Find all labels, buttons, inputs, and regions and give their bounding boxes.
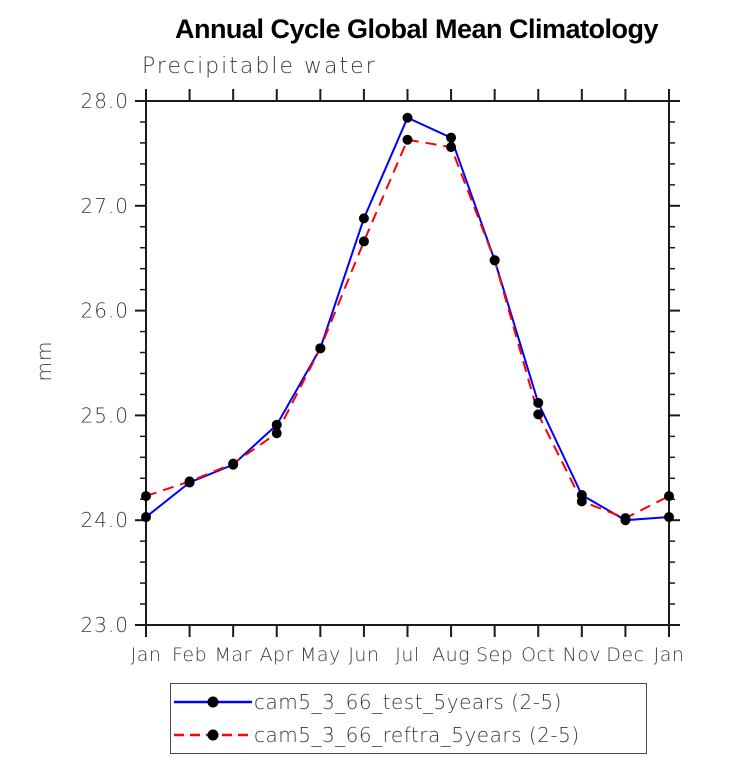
legend-label-test: cam5_3_66_test_5years (2-5) xyxy=(254,690,562,714)
legend-sample-line-reftra-icon xyxy=(174,729,252,741)
legend: cam5_3_66_test_5years (2-5) cam5_3_66_re… xyxy=(170,683,647,754)
svg-text:Jun: Jun xyxy=(348,644,379,666)
x-axis-ticks xyxy=(145,89,670,637)
chart-title: Annual Cycle Global Mean Climatology xyxy=(174,14,659,44)
svg-text:27.0: 27.0 xyxy=(80,194,129,218)
legend-row-test: cam5_3_66_test_5years (2-5) xyxy=(174,686,646,719)
svg-text:Dec: Dec xyxy=(606,644,644,666)
svg-text:May: May xyxy=(300,644,341,666)
svg-text:Jan: Jan xyxy=(131,644,162,666)
legend-label-reftra: cam5_3_66_reftra_5years (2-5) xyxy=(254,723,580,747)
svg-text:28.0: 28.0 xyxy=(80,89,129,113)
svg-text:Apr: Apr xyxy=(260,644,294,666)
plot-frame xyxy=(145,100,670,626)
svg-text:Jul: Jul xyxy=(395,644,419,666)
svg-text:Jan: Jan xyxy=(654,644,685,666)
svg-text:Aug: Aug xyxy=(432,644,470,666)
legend-sample-line-test-icon xyxy=(174,696,252,708)
chart-subtitle: Precipitable water xyxy=(142,54,377,79)
svg-text:24.0: 24.0 xyxy=(80,508,129,532)
svg-text:Feb: Feb xyxy=(172,644,207,666)
series-line-0 xyxy=(145,116,670,522)
svg-text:26.0: 26.0 xyxy=(80,299,129,323)
series-line-1 xyxy=(145,138,670,520)
svg-text:Oct: Oct xyxy=(521,644,555,666)
y-axis-ticks xyxy=(135,100,680,626)
x-axis-labels: Jan Feb Mar Apr May Jun Jul Aug Sep Oct Nov Dec Jan xyxy=(131,644,685,666)
svg-text:25.0: 25.0 xyxy=(80,403,129,427)
svg-text:Nov: Nov xyxy=(563,644,602,666)
series-markers-0 xyxy=(141,112,674,526)
svg-text:23.0: 23.0 xyxy=(80,613,129,637)
svg-text:Sep: Sep xyxy=(476,644,513,666)
svg-text:Mar: Mar xyxy=(214,644,251,666)
legend-row-reftra: cam5_3_66_reftra_5years (2-5) xyxy=(174,719,646,752)
y-axis-labels: 23.0 24.0 25.0 26.0 27.0 28.0 xyxy=(80,89,129,637)
series-markers-1 xyxy=(141,134,674,524)
